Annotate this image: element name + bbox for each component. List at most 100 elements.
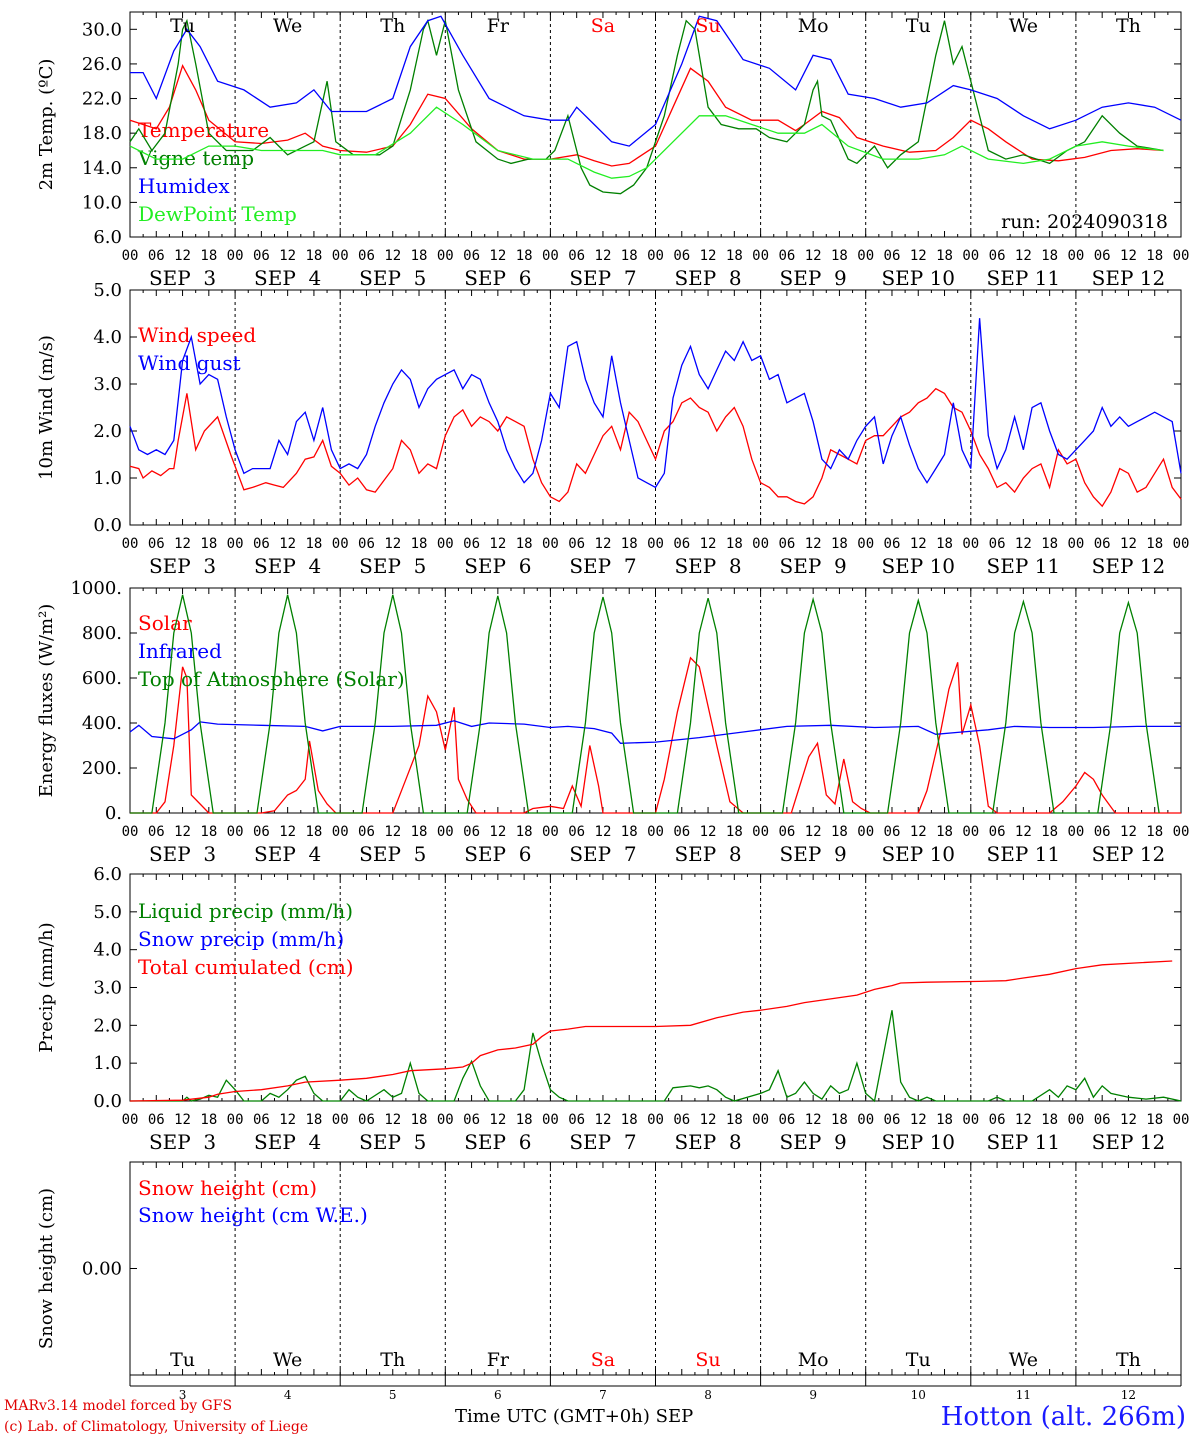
hour-label: 12 — [910, 824, 927, 840]
hour-label: 06 — [568, 1112, 585, 1128]
y-tick-label: 3.0 — [93, 978, 122, 999]
hour-label: 06 — [1094, 1112, 1111, 1128]
hour-label: 00 — [227, 1112, 244, 1128]
date-label: SEP 6 — [464, 842, 531, 866]
series-line-wind-speed — [129, 387, 1182, 508]
date-label: SEP 4 — [254, 554, 321, 578]
y-tick-label: 600. — [82, 668, 122, 689]
hour-label: 12 — [384, 536, 401, 552]
day-name-bottom: Su — [695, 1349, 720, 1371]
hour-label: 00 — [1067, 248, 1084, 264]
hour-label: 18 — [621, 536, 638, 552]
hour-label: 18 — [516, 1112, 533, 1128]
credit-line-2: (c) Lab. of Climatology, University of L… — [4, 1419, 309, 1435]
hour-label: 18 — [1041, 248, 1058, 264]
y-axis-label: Precip (mm/h) — [36, 922, 57, 1052]
hour-label: 06 — [358, 248, 375, 264]
y-tick-label: 26.0 — [82, 54, 122, 75]
hour-label: 18 — [305, 248, 322, 264]
hour-label: 00 — [1173, 248, 1190, 264]
hour-label: 18 — [831, 248, 848, 264]
day-name-bottom: Tu — [170, 1349, 195, 1371]
y-tick-label: 1.0 — [93, 468, 122, 489]
hour-label: 18 — [411, 824, 428, 840]
hour-label: 12 — [805, 248, 822, 264]
date-label: SEP 8 — [674, 1130, 741, 1154]
hour-label: 00 — [857, 536, 874, 552]
hour-label: 00 — [962, 248, 979, 264]
y-tick-label: 0.00 — [82, 1259, 122, 1280]
date-label: SEP 8 — [674, 266, 741, 290]
hour-label: 06 — [673, 248, 690, 264]
y-axis-label: Energy fluxes (W/m²) — [36, 604, 57, 798]
y-tick-label: 0.0 — [93, 515, 122, 536]
hour-label: 12 — [910, 248, 927, 264]
hour-label: 18 — [1146, 248, 1163, 264]
hour-label: 00 — [122, 536, 139, 552]
series-line-solar — [130, 656, 1181, 814]
hour-label: 18 — [831, 536, 848, 552]
hour-label: 06 — [463, 824, 480, 840]
hour-label: 06 — [148, 248, 165, 264]
hour-label: 18 — [726, 824, 743, 840]
day-name-bottom: Fr — [487, 1349, 510, 1371]
y-tick-label: 30.0 — [82, 19, 122, 40]
day-name-top: Fr — [487, 15, 510, 37]
date-label: SEP 3 — [149, 842, 216, 866]
hour-label: 18 — [200, 536, 217, 552]
hour-label: 12 — [910, 536, 927, 552]
date-label: SEP 7 — [569, 266, 636, 290]
legend-entry: Snow precip (mm/h) — [138, 927, 344, 951]
day-name-top: Mo — [798, 15, 829, 37]
series-line-total-cumulated-cm- — [129, 960, 1173, 1102]
hour-label: 00 — [437, 1112, 454, 1128]
hour-label: 00 — [1067, 1112, 1084, 1128]
date-label: SEP 10 — [881, 1130, 955, 1154]
hour-label: 12 — [384, 824, 401, 840]
hour-label: 00 — [752, 248, 769, 264]
hour-label: 00 — [857, 824, 874, 840]
legend-entry: Liquid precip (mm/h) — [138, 899, 353, 923]
panel-frame — [129, 587, 1182, 814]
y-tick-label: 6.0 — [93, 864, 122, 885]
legend-entry: Top of Atmosphere (Solar) — [138, 667, 405, 691]
hour-label: 00 — [647, 248, 664, 264]
hour-label: 12 — [1015, 824, 1032, 840]
y-tick-label: 200. — [82, 758, 122, 779]
hour-label: 12 — [279, 536, 296, 552]
hour-label: 12 — [1015, 536, 1032, 552]
hour-label: 12 — [1120, 1112, 1137, 1128]
hour-label: 06 — [358, 536, 375, 552]
y-tick-label: 2.0 — [93, 421, 122, 442]
y-axis-label: 10m Wind (m/s) — [36, 335, 57, 480]
y-tick-label: 400. — [82, 713, 122, 734]
hour-label: 18 — [831, 824, 848, 840]
hour-label: 06 — [884, 248, 901, 264]
y-tick-label: 4.0 — [93, 327, 122, 348]
day-name-top: Tu — [170, 15, 195, 37]
day-number: 6 — [494, 1388, 502, 1402]
date-label: SEP 9 — [780, 554, 847, 578]
time-axis-text: Time UTC (GMT+0h) — [455, 1406, 650, 1427]
hour-label: 06 — [253, 536, 270, 552]
time-axis-label: Time UTC (GMT+0h) SEP — [455, 1406, 693, 1427]
date-label: SEP 12 — [1092, 554, 1166, 578]
legend-entry: DewPoint Temp — [138, 202, 297, 226]
hour-label: 00 — [332, 248, 349, 264]
hour-label: 00 — [332, 1112, 349, 1128]
date-label: SEP 8 — [674, 842, 741, 866]
hour-label: 00 — [857, 1112, 874, 1128]
hour-label: 18 — [831, 1112, 848, 1128]
hour-label: 18 — [516, 824, 533, 840]
date-label: SEP 9 — [780, 266, 847, 290]
hour-label: 06 — [673, 824, 690, 840]
hour-label: 12 — [489, 1112, 506, 1128]
hour-label: 06 — [884, 1112, 901, 1128]
date-label: SEP 11 — [987, 554, 1061, 578]
y-tick-label: 18.0 — [82, 123, 122, 144]
series-line-infrared — [129, 720, 1181, 744]
hour-label: 12 — [805, 536, 822, 552]
date-label: SEP 12 — [1092, 842, 1166, 866]
hour-label: 18 — [411, 248, 428, 264]
hour-label: 18 — [621, 824, 638, 840]
